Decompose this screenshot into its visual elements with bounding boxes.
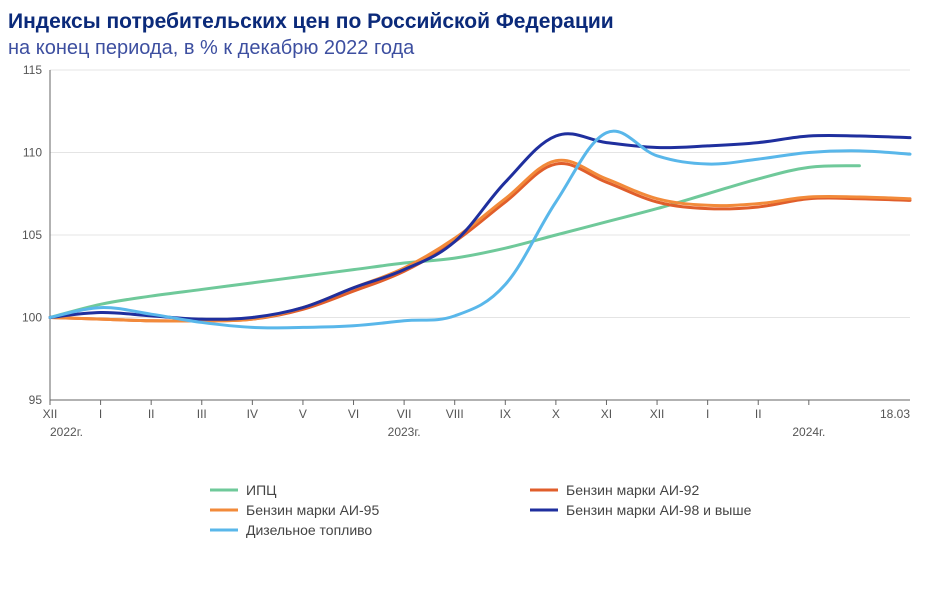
legend-item: Бензин марки АИ-92 — [530, 482, 810, 498]
svg-text:VI: VI — [348, 407, 359, 421]
legend-label: Бензин марки АИ-92 — [566, 482, 699, 498]
legend-swatch — [210, 524, 238, 536]
svg-text:VII: VII — [397, 407, 412, 421]
legend-label: Бензин марки АИ-95 — [246, 502, 379, 518]
legend-item: ИПЦ — [210, 482, 490, 498]
svg-text:100: 100 — [22, 311, 42, 325]
svg-text:110: 110 — [23, 146, 42, 160]
chart-subtitle: на конец периода, в % к декабрю 2022 год… — [8, 37, 929, 60]
svg-text:I: I — [706, 407, 709, 421]
legend-label: Бензин марки АИ-98 и выше — [566, 502, 751, 518]
svg-text:2022г.: 2022г. — [50, 425, 83, 439]
svg-text:XI: XI — [601, 407, 612, 421]
svg-text:95: 95 — [29, 393, 43, 407]
svg-text:105: 105 — [22, 228, 42, 242]
svg-text:X: X — [552, 407, 560, 421]
svg-text:18.03: 18.03 — [880, 407, 910, 421]
legend-swatch — [530, 504, 558, 516]
legend-swatch — [530, 484, 558, 496]
svg-text:I: I — [99, 407, 102, 421]
svg-text:VIII: VIII — [446, 407, 464, 421]
legend-item: Бензин марки АИ-98 и выше — [530, 502, 810, 518]
legend-label: Дизельное топливо — [246, 522, 372, 538]
legend-swatch — [210, 484, 238, 496]
svg-text:II: II — [148, 407, 155, 421]
legend-item: Дизельное топливо — [210, 522, 490, 538]
svg-text:2024г.: 2024г. — [792, 425, 825, 439]
chart-container: Индексы потребительских цен по Российско… — [0, 0, 929, 612]
svg-text:115: 115 — [23, 63, 42, 77]
svg-text:IV: IV — [247, 407, 258, 421]
legend-swatch — [210, 504, 238, 516]
svg-text:V: V — [299, 407, 307, 421]
legend: ИПЦ Бензин марки АИ-92 Бензин марки АИ-95 Б… — [0, 480, 929, 540]
svg-text:XII: XII — [650, 407, 665, 421]
chart-svg: 95100105110115XIIIIIIIIIVVVIVIIVIIIIXXXI… — [0, 60, 929, 480]
svg-text:II: II — [755, 407, 762, 421]
svg-text:XII: XII — [43, 407, 58, 421]
legend-item: Бензин марки АИ-95 — [210, 502, 490, 518]
svg-text:IX: IX — [500, 407, 511, 421]
titles-block: Индексы потребительских цен по Российско… — [0, 0, 929, 60]
legend-label: ИПЦ — [246, 482, 276, 498]
chart-title: Индексы потребительских цен по Российско… — [8, 8, 929, 35]
svg-text:2023г.: 2023г. — [388, 425, 421, 439]
svg-text:III: III — [197, 407, 207, 421]
